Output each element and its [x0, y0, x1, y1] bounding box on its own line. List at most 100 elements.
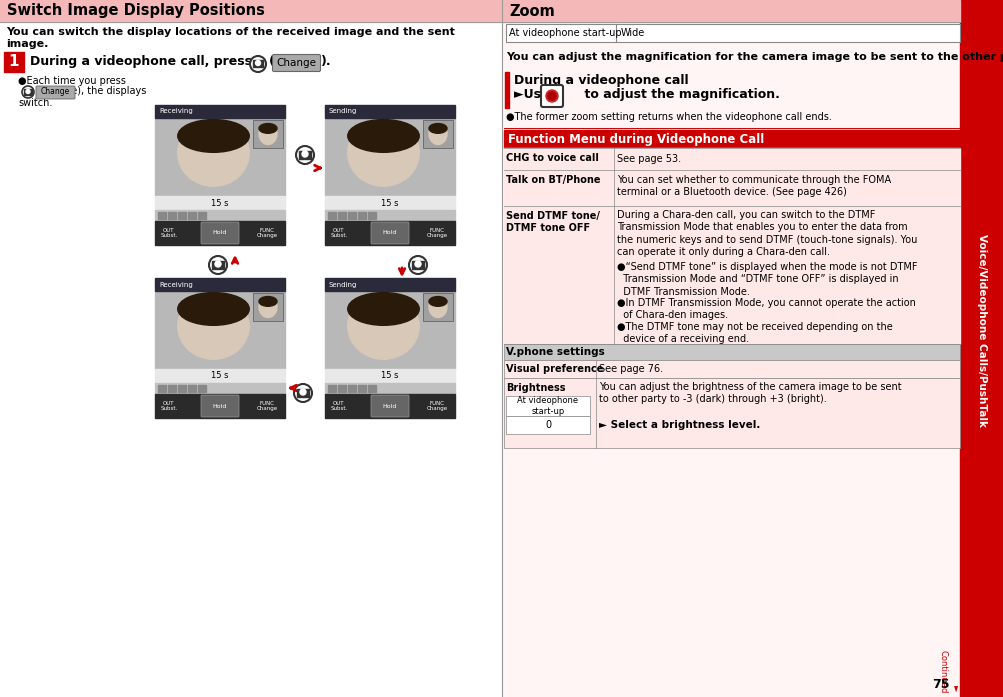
- Bar: [502, 0, 959, 697]
- Bar: [348, 385, 356, 392]
- Ellipse shape: [428, 296, 446, 318]
- Bar: [422, 120, 452, 148]
- Text: ).: ).: [321, 55, 331, 68]
- Text: Receiving: Receiving: [158, 109, 193, 114]
- Bar: [325, 105, 454, 118]
- Text: 15 s: 15 s: [211, 199, 229, 208]
- Bar: [157, 385, 165, 392]
- Bar: [328, 385, 336, 392]
- Text: Visual preference: Visual preference: [506, 364, 603, 374]
- Text: See page 53.: See page 53.: [617, 154, 680, 164]
- Text: FUNC
Change: FUNC Change: [426, 401, 447, 411]
- Text: CHG to voice call: CHG to voice call: [506, 153, 598, 163]
- Bar: [506, 24, 959, 42]
- Bar: [504, 360, 959, 378]
- Ellipse shape: [428, 123, 446, 144]
- Circle shape: [548, 92, 556, 100]
- Bar: [325, 196, 454, 210]
- Bar: [157, 212, 165, 219]
- Bar: [411, 261, 423, 269]
- Bar: [504, 170, 959, 206]
- Bar: [504, 344, 959, 360]
- Text: Wide: Wide: [621, 28, 645, 38]
- Bar: [504, 206, 959, 344]
- Ellipse shape: [428, 296, 446, 306]
- Bar: [506, 416, 590, 434]
- Text: 0: 0: [545, 420, 551, 430]
- Bar: [422, 293, 452, 321]
- Text: Zoom: Zoom: [509, 3, 555, 19]
- Ellipse shape: [347, 293, 419, 325]
- Bar: [959, 0, 1003, 697]
- Circle shape: [302, 151, 308, 157]
- Ellipse shape: [259, 296, 277, 318]
- Bar: [325, 394, 454, 418]
- Ellipse shape: [259, 123, 277, 133]
- Text: Function Menu during Videophone Call: Function Menu during Videophone Call: [508, 132, 763, 146]
- Bar: [154, 196, 285, 210]
- Bar: [154, 105, 285, 118]
- Circle shape: [296, 146, 314, 164]
- Bar: [154, 221, 285, 245]
- Bar: [504, 378, 959, 448]
- Bar: [358, 212, 366, 219]
- Circle shape: [546, 90, 558, 102]
- Bar: [253, 60, 263, 67]
- Text: 75: 75: [932, 678, 949, 691]
- Text: Hold: Hold: [213, 404, 227, 408]
- Bar: [188, 385, 196, 392]
- Ellipse shape: [259, 296, 277, 306]
- Text: At videophone
start-up: At videophone start-up: [517, 397, 578, 415]
- Text: Brightness: Brightness: [506, 383, 565, 393]
- Bar: [325, 369, 454, 383]
- Bar: [154, 369, 285, 383]
- Ellipse shape: [178, 120, 249, 186]
- Bar: [504, 148, 959, 170]
- Text: At videophone start-up: At videophone start-up: [509, 28, 621, 38]
- Text: Receiving: Receiving: [158, 282, 193, 287]
- Bar: [154, 210, 285, 221]
- Text: You can adjust the magnification for the camera image to be sent to the other pa: You can adjust the magnification for the…: [506, 52, 1003, 62]
- Text: During a videophone call: During a videophone call: [514, 74, 688, 87]
- Text: Continued: Continued: [938, 650, 947, 694]
- Bar: [154, 394, 285, 418]
- FancyBboxPatch shape: [371, 222, 408, 244]
- Text: (: (: [269, 55, 275, 68]
- Bar: [168, 212, 176, 219]
- Text: Hold: Hold: [382, 231, 397, 236]
- Text: FUNC
Change: FUNC Change: [426, 228, 447, 238]
- Text: ●The DTMF tone may not be received depending on the
  device of a receiving end.: ●The DTMF tone may not be received depen…: [617, 322, 892, 344]
- Bar: [299, 151, 311, 159]
- Text: Sending: Sending: [329, 109, 357, 114]
- FancyBboxPatch shape: [541, 85, 563, 107]
- Text: During a Chara-den call, you can switch to the DTMF
Transmission Mode that enabl: During a Chara-den call, you can switch …: [617, 210, 917, 257]
- Circle shape: [255, 61, 260, 66]
- Ellipse shape: [178, 120, 249, 153]
- Bar: [168, 385, 176, 392]
- Bar: [154, 383, 285, 394]
- Bar: [338, 212, 346, 219]
- Ellipse shape: [178, 293, 249, 325]
- Bar: [154, 105, 285, 245]
- Text: (Change), the displays: (Change), the displays: [36, 86, 146, 96]
- Text: Change: Change: [276, 58, 316, 68]
- Text: You can adjust the brightness of the camera image to be sent
to other party to -: You can adjust the brightness of the cam…: [599, 382, 901, 404]
- Bar: [188, 212, 196, 219]
- Circle shape: [300, 389, 306, 395]
- Ellipse shape: [347, 120, 419, 186]
- Bar: [178, 385, 186, 392]
- Text: V.phone settings: V.phone settings: [506, 347, 604, 357]
- Bar: [358, 385, 366, 392]
- Circle shape: [215, 261, 221, 267]
- Bar: [328, 212, 336, 219]
- Text: 15 s: 15 s: [381, 372, 398, 381]
- Bar: [198, 212, 206, 219]
- Circle shape: [22, 86, 34, 98]
- Circle shape: [414, 261, 420, 267]
- Text: ►Use        to adjust the magnification.: ►Use to adjust the magnification.: [514, 88, 779, 101]
- Bar: [325, 210, 454, 221]
- Text: You can switch the display locations of the received image and the sent
image.: You can switch the display locations of …: [6, 27, 454, 49]
- Text: ●In DTMF Transmission Mode, you cannot operate the action
  of Chara-den images.: ●In DTMF Transmission Mode, you cannot o…: [617, 298, 915, 321]
- Text: See page 76.: See page 76.: [599, 364, 662, 374]
- Bar: [325, 278, 454, 291]
